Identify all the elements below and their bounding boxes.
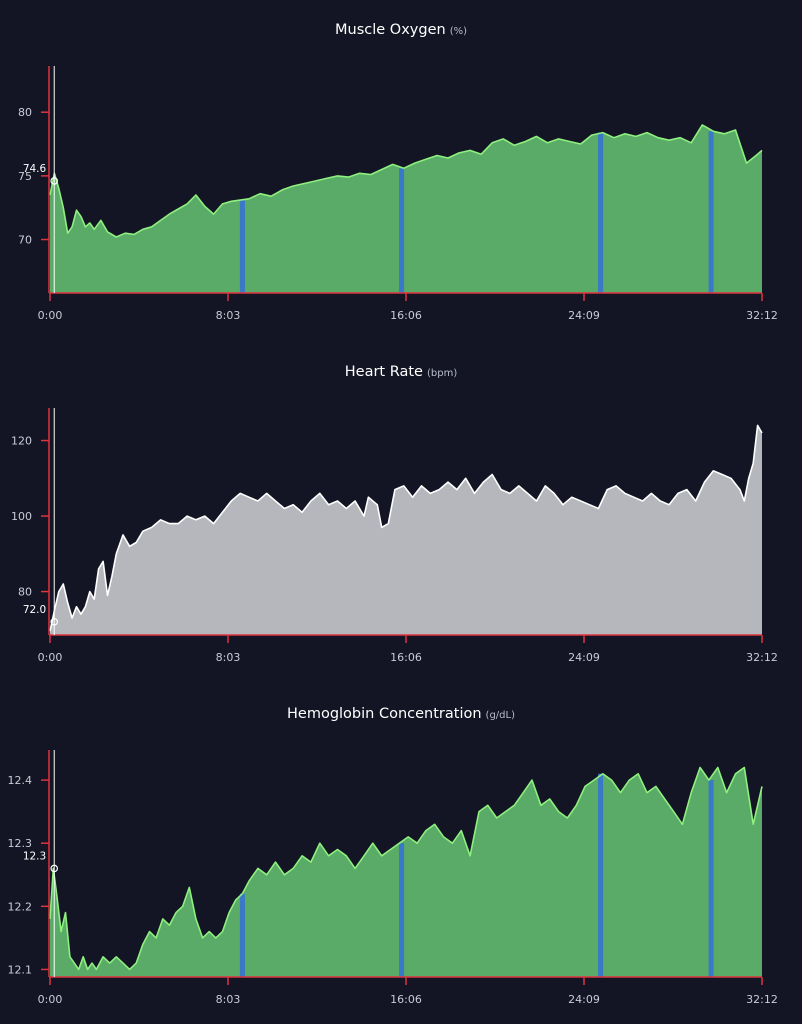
smo2-x-tick-label: 0:00 — [38, 309, 63, 322]
smo2-x-tick-label: 16:06 — [390, 309, 422, 322]
smo2-title: Muscle Oxygen (%) — [0, 22, 802, 38]
smo2-chart[interactable]: 70 75 80 0:00 8:03 16:06 24:09 32:12 74.6 — [0, 66, 802, 330]
hr-x-tick-label: 0:00 — [38, 651, 63, 664]
thb-y-tick-label: 12.2 — [8, 900, 33, 913]
thb-interval-marker-2 — [399, 843, 405, 977]
thb-x-tick-label: 32:12 — [746, 993, 778, 1006]
thb-title: Hemoglobin Concentration (g/dL) — [0, 706, 802, 722]
smo2-cursor-marker[interactable] — [50, 177, 59, 185]
smo2-x-tick-label: 8:03 — [216, 309, 241, 322]
smo2-x-tick-label: 32:12 — [746, 309, 778, 322]
thb-x-tick-label: 0:00 — [38, 993, 63, 1006]
smo2-series-line — [49, 124, 763, 238]
hr-unit: (bpm) — [426, 368, 458, 379]
hr-area — [50, 425, 762, 635]
smo2-y-tick-label: 75 — [18, 170, 32, 183]
hr-cursor-marker[interactable] — [50, 617, 59, 626]
thb-interval-marker-4 — [708, 780, 714, 977]
thb-x-tick-label: 24:09 — [568, 993, 600, 1006]
thb-chart[interactable]: 12.1 12.2 12.3 12.4 0:00 8:03 16:06 24:09 32:12 1… — [0, 750, 802, 1014]
smo2-x-tick-label: 24:09 — [568, 309, 600, 322]
smo2-title-text: Muscle Oxygen — [335, 22, 446, 38]
smo2-unit: (%) — [449, 26, 467, 37]
thb-x-tick-label: 16:06 — [390, 993, 422, 1006]
smo2-interval-marker-4 — [708, 131, 714, 293]
hr-x-tick-label: 16:06 — [390, 651, 422, 664]
smo2-y-tick-label: 80 — [18, 106, 32, 119]
thb-unit: (g/dL) — [485, 710, 515, 721]
hr-cursor-value-label: 72.0 — [23, 604, 46, 616]
thb-interval-marker-3 — [598, 773, 604, 977]
thb-interval-marker-1 — [239, 893, 245, 977]
hr-title: Heart Rate (bpm) — [0, 364, 802, 380]
hr-chart[interactable]: 80 100 120 0:00 8:03 16:06 24:09 32:12 72.0 — [0, 408, 802, 672]
hr-x-tick-label: 8:03 — [216, 651, 241, 664]
thb-title-text: Hemoglobin Concentration — [287, 706, 482, 722]
smo2-y-tick-label: 70 — [18, 234, 32, 247]
thb-y-tick-label: 12.4 — [8, 774, 33, 787]
thb-series-line — [49, 766, 763, 971]
thb-y-tick-label: 12.3 — [8, 837, 33, 850]
hr-y-tick-label: 120 — [11, 435, 32, 448]
hr-x-tick-label: 32:12 — [746, 651, 778, 664]
smo2-area — [50, 124, 762, 294]
hr-y-tick-label: 100 — [11, 510, 32, 523]
smo2-cursor-value-label: 74.6 — [23, 163, 47, 175]
hr-x-tick-label: 24:09 — [568, 651, 600, 664]
hr-title-text: Heart Rate — [344, 364, 423, 380]
thb-cursor-marker[interactable] — [50, 864, 59, 873]
thb-cursor-value-label: 12.3 — [23, 850, 46, 862]
smo2-interval-marker-1 — [239, 200, 245, 293]
smo2-interval-marker-3 — [598, 132, 604, 293]
thb-y-tick-label: 12.1 — [8, 963, 33, 976]
hr-y-tick-label: 80 — [18, 586, 32, 599]
thb-x-tick-label: 8:03 — [216, 993, 241, 1006]
hr-series-line — [49, 424, 763, 632]
thb-area — [50, 767, 762, 977]
smo2-interval-marker-2 — [399, 168, 405, 293]
